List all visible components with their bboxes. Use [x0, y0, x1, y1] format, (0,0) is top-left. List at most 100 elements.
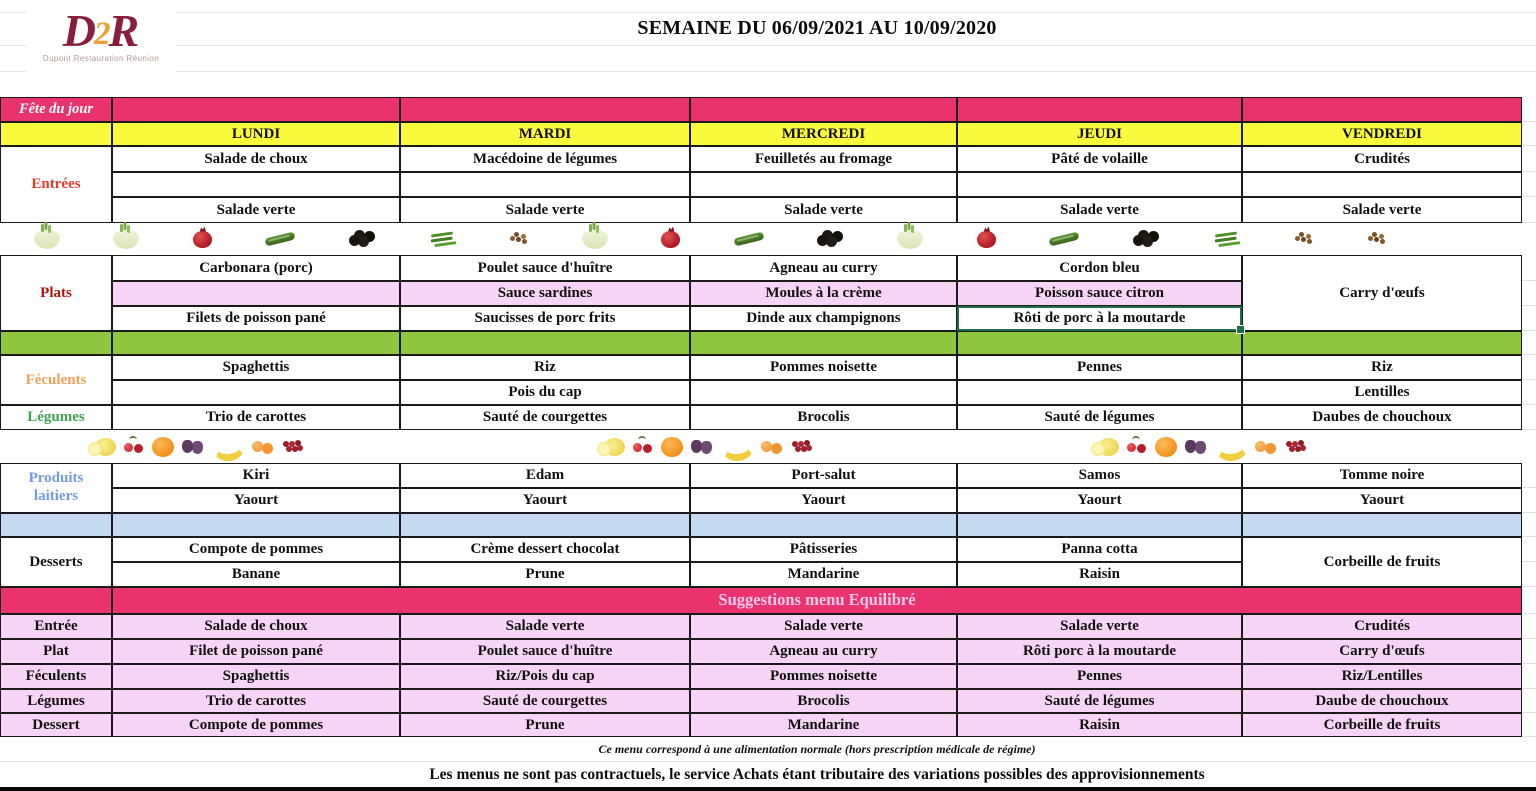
- sugg-cell[interactable]: Salade verte: [957, 614, 1242, 639]
- menu-cell[interactable]: Agneau au curry: [690, 255, 957, 281]
- blue-band-cell[interactable]: [0, 513, 112, 537]
- sugg-cell[interactable]: Trio de carottes: [112, 689, 400, 713]
- menu-cell[interactable]: Feuilletés au fromage: [690, 146, 957, 172]
- sugg-cell[interactable]: Sauté de courgettes: [400, 689, 690, 713]
- sugg-cell[interactable]: Daube de chouchoux: [1242, 689, 1522, 713]
- day-header-lundi[interactable]: LUNDI: [112, 122, 400, 146]
- menu-cell[interactable]: Riz: [400, 355, 690, 380]
- sugg-cell[interactable]: Salade verte: [400, 614, 690, 639]
- menu-cell[interactable]: Salade de choux: [112, 146, 400, 172]
- section-label-desserts[interactable]: Desserts: [0, 537, 112, 587]
- blue-band-cell[interactable]: [1242, 513, 1522, 537]
- menu-cell[interactable]: Salade verte: [112, 197, 400, 223]
- menu-cell[interactable]: Samos: [957, 463, 1242, 488]
- sugg-cell[interactable]: Pommes noisette: [690, 664, 957, 689]
- menu-cell[interactable]: Sauce sardines: [400, 281, 690, 306]
- menu-cell-merged[interactable]: Carry d'œufs: [1242, 255, 1522, 331]
- menu-cell[interactable]: Moules à la crème: [690, 281, 957, 306]
- sugg-cell[interactable]: Crudités: [1242, 614, 1522, 639]
- section-label-entrees[interactable]: Entrées: [0, 146, 112, 223]
- menu-cell-empty[interactable]: [690, 380, 957, 405]
- menu-cell[interactable]: Crème dessert chocolat: [400, 537, 690, 562]
- menu-cell[interactable]: Panna cotta: [957, 537, 1242, 562]
- menu-cell[interactable]: Sauté de courgettes: [400, 405, 690, 430]
- selected-cell[interactable]: Rôti de porc à la moutarde: [957, 306, 1245, 334]
- sugg-cell[interactable]: Prune: [400, 713, 690, 737]
- sugg-cell[interactable]: Corbeille de fruits: [1242, 713, 1522, 737]
- menu-cell[interactable]: Raisin: [957, 562, 1242, 587]
- menu-cell[interactable]: Kiri: [112, 463, 400, 488]
- green-band-cell[interactable]: [1242, 331, 1522, 355]
- menu-cell[interactable]: Yaourt: [690, 488, 957, 513]
- day-header-mardi[interactable]: MARDI: [400, 122, 690, 146]
- menu-cell[interactable]: Dinde aux champignons: [690, 306, 957, 331]
- menu-cell-merged[interactable]: Corbeille de fruits: [1242, 537, 1522, 587]
- sugg-cell[interactable]: Pennes: [957, 664, 1242, 689]
- suggestions-header[interactable]: Suggestions menu Equilibré: [112, 587, 1522, 614]
- sugg-cell[interactable]: Riz/Pois du cap: [400, 664, 690, 689]
- menu-cell[interactable]: Filets de poisson pané: [112, 306, 400, 331]
- sugg-cell[interactable]: Sauté de légumes: [957, 689, 1242, 713]
- menu-cell[interactable]: Banane: [112, 562, 400, 587]
- sugg-label-plat[interactable]: Plat: [0, 639, 112, 664]
- sugg-cell[interactable]: Filet de poisson pané: [112, 639, 400, 664]
- sugg-cell[interactable]: Salade de choux: [112, 614, 400, 639]
- menu-cell[interactable]: Lentilles: [1242, 380, 1522, 405]
- section-label-legumes[interactable]: Légumes: [0, 405, 112, 430]
- sugg-cell[interactable]: Compote de pommes: [112, 713, 400, 737]
- menu-cell[interactable]: Trio de carottes: [112, 405, 400, 430]
- menu-cell-empty[interactable]: [1242, 172, 1522, 197]
- blue-band-cell[interactable]: [112, 513, 400, 537]
- menu-cell-empty[interactable]: [690, 172, 957, 197]
- menu-cell[interactable]: Mandarine: [690, 562, 957, 587]
- menu-cell[interactable]: Daubes de chouchoux: [1242, 405, 1522, 430]
- day-header-mercredi[interactable]: MERCREDI: [690, 122, 957, 146]
- sugg-cell[interactable]: Raisin: [957, 713, 1242, 737]
- fete-cell[interactable]: [690, 97, 957, 122]
- menu-cell[interactable]: Pâtisseries: [690, 537, 957, 562]
- section-label-laitiers[interactable]: Produits laitiers: [0, 463, 112, 513]
- sugg-label-entree[interactable]: Entrée: [0, 614, 112, 639]
- fete-cell[interactable]: [1242, 97, 1522, 122]
- green-band-cell[interactable]: [400, 331, 690, 355]
- sugg-cell[interactable]: Rôti porc à la moutarde: [957, 639, 1242, 664]
- menu-cell[interactable]: Salade verte: [690, 197, 957, 223]
- menu-cell-empty[interactable]: [400, 172, 690, 197]
- menu-cell[interactable]: Tomme noire: [1242, 463, 1522, 488]
- menu-cell-empty[interactable]: [957, 172, 1242, 197]
- menu-cell[interactable]: Yaourt: [400, 488, 690, 513]
- fete-cell[interactable]: [112, 97, 400, 122]
- fete-cell[interactable]: [400, 97, 690, 122]
- menu-cell[interactable]: [112, 281, 400, 306]
- sugg-cell[interactable]: Spaghettis: [112, 664, 400, 689]
- menu-cell[interactable]: Yaourt: [1242, 488, 1522, 513]
- menu-cell[interactable]: Edam: [400, 463, 690, 488]
- menu-cell[interactable]: Pommes noisette: [690, 355, 957, 380]
- menu-cell-empty[interactable]: [957, 380, 1242, 405]
- menu-cell[interactable]: Sauté de légumes: [957, 405, 1242, 430]
- day-header-spacer[interactable]: [0, 122, 112, 146]
- menu-cell[interactable]: Pois du cap: [400, 380, 690, 405]
- green-band-cell[interactable]: [112, 331, 400, 355]
- sugg-cell[interactable]: Salade verte: [690, 614, 957, 639]
- menu-cell-empty[interactable]: [112, 172, 400, 197]
- menu-cell[interactable]: Pennes: [957, 355, 1242, 380]
- menu-cell[interactable]: Prune: [400, 562, 690, 587]
- fete-cell[interactable]: [957, 97, 1242, 122]
- menu-cell-empty[interactable]: [112, 380, 400, 405]
- sugg-cell[interactable]: Mandarine: [690, 713, 957, 737]
- sugg-cell[interactable]: Riz/Lentilles: [1242, 664, 1522, 689]
- blue-band-cell[interactable]: [957, 513, 1242, 537]
- suggestions-header-spacer[interactable]: [0, 587, 112, 614]
- green-band-cell[interactable]: [957, 331, 1242, 355]
- menu-cell[interactable]: Salade verte: [400, 197, 690, 223]
- green-band-cell[interactable]: [0, 331, 112, 355]
- menu-cell[interactable]: Poisson sauce citron: [957, 281, 1242, 306]
- menu-cell[interactable]: Yaourt: [112, 488, 400, 513]
- green-band-cell[interactable]: [690, 331, 957, 355]
- blue-band-cell[interactable]: [400, 513, 690, 537]
- menu-cell[interactable]: Riz: [1242, 355, 1522, 380]
- section-label-feculents[interactable]: Féculents: [0, 355, 112, 405]
- menu-cell[interactable]: Crudités: [1242, 146, 1522, 172]
- sugg-label-dessert[interactable]: Dessert: [0, 713, 112, 737]
